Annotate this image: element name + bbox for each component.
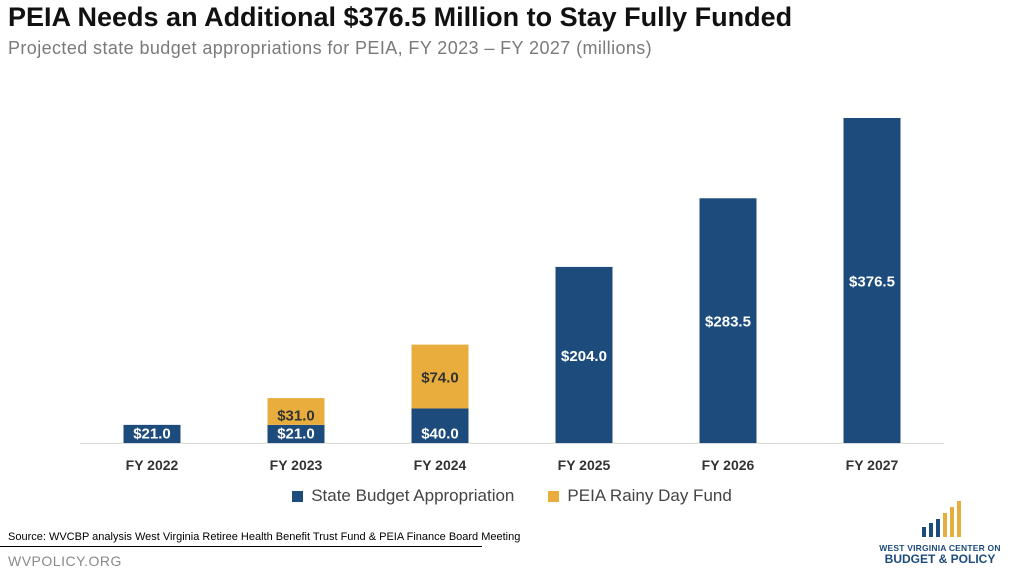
- data-label-rainy-day: $31.0: [277, 407, 315, 424]
- legend-label-rainy-day: PEIA Rainy Day Fund: [567, 486, 732, 505]
- x-tick-label: FY 2027: [846, 457, 899, 473]
- legend-swatch-state-budget: [292, 490, 304, 502]
- data-label-state-budget: $40.0: [421, 426, 459, 443]
- source-divider: [0, 546, 482, 547]
- bar-state-budget: [411, 408, 469, 443]
- logo-text-line1: WEST VIRGINIA CENTER ON: [879, 543, 1001, 553]
- x-tick-label: FY 2022: [126, 457, 179, 473]
- legend-item-rainy-day: PEIA Rainy Day Fund: [548, 486, 732, 506]
- chart-subtitle: Projected state budget appropriations fo…: [8, 38, 653, 58]
- legend-item-state-budget: State Budget Appropriation: [292, 486, 514, 506]
- source-note: Source: WVCBP analysis West Virginia Ret…: [8, 531, 521, 543]
- x-tick-label: FY 2024: [414, 457, 467, 473]
- data-label-state-budget: $21.0: [133, 426, 171, 443]
- x-tick-label: FY 2025: [558, 457, 611, 473]
- legend: State Budget Appropriation PEIA Rainy Da…: [0, 486, 1024, 506]
- bar-state-budget: [267, 424, 325, 443]
- data-label-rainy-day: $74.0: [421, 370, 459, 387]
- data-label-state-budget: $204.0: [561, 348, 607, 365]
- legend-label-state-budget: State Budget Appropriation: [311, 486, 515, 505]
- x-tick-label: FY 2023: [270, 457, 323, 473]
- logo-bars-icon: [922, 501, 961, 537]
- bar-state-budget: [843, 118, 901, 443]
- data-label-state-budget: $21.0: [277, 426, 315, 443]
- legend-swatch-rainy-day: [548, 490, 560, 502]
- bar-rainy-day: [411, 344, 469, 409]
- logo-text-line2: BUDGET & POLICY: [884, 552, 996, 566]
- bar-rainy-day: [267, 398, 325, 425]
- bar-state-budget: [699, 198, 757, 443]
- data-label-state-budget: $283.5: [705, 314, 751, 331]
- data-label-state-budget: $376.5: [849, 274, 895, 291]
- x-tick-label: FY 2026: [702, 457, 755, 473]
- bar-state-budget: [123, 424, 181, 443]
- wvcbp-logo: WEST VIRGINIA CENTER ON BUDGET & POLICY: [860, 497, 1020, 573]
- bar-chart: $21.0 FY 2022 $21.0 $31.0 FY 2023 $40.0 $74.0 F…: [80, 118, 944, 473]
- chart-title: PEIA Needs an Additional $376.5 Million …: [8, 2, 793, 32]
- site-url[interactable]: WVPOLICY.ORG: [8, 553, 122, 569]
- bar-state-budget: [555, 266, 613, 443]
